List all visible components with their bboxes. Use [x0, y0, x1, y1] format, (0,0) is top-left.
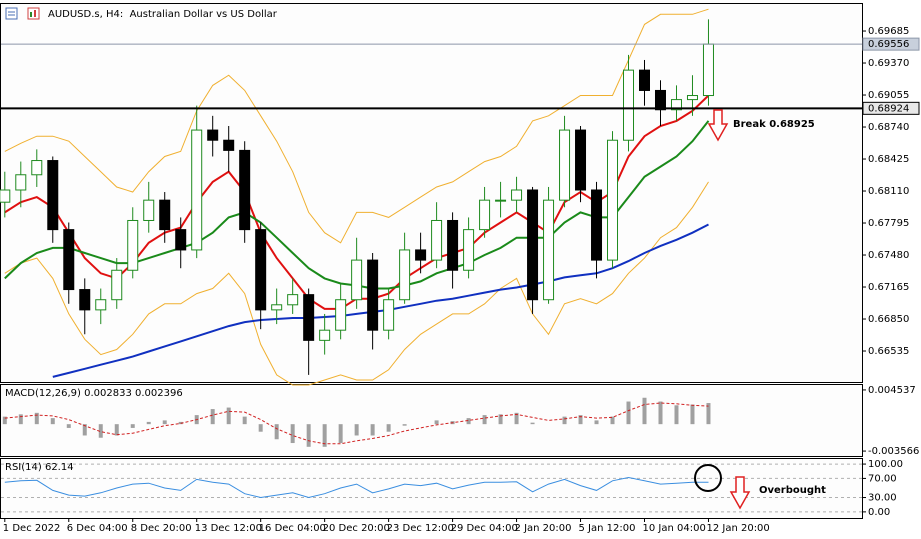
y-tick-label: 0.66535 [868, 346, 909, 357]
candle-body [303, 294, 315, 341]
candle-body [447, 219, 459, 271]
macd-panel [0, 384, 863, 457]
x-tick-label: 16 Dec 04:00 [259, 523, 326, 534]
indicator-line [4, 181, 709, 386]
y-tick-label: 0.69685 [868, 26, 909, 37]
candle-body [431, 219, 443, 261]
candle-body [95, 299, 107, 311]
candle-body [639, 69, 651, 91]
panel-title: RSI(14) 62.14 [5, 462, 74, 473]
y-tick-label: 0.67480 [868, 250, 909, 261]
candle-body [670, 99, 682, 111]
signal-line [4, 402, 709, 445]
x-tick-label: 29 Dec 04:00 [451, 523, 518, 534]
header-icons [5, 7, 40, 20]
down-arrow [729, 476, 751, 510]
candle-body [111, 269, 123, 301]
candle-body [79, 289, 91, 311]
candle-body [591, 189, 603, 261]
candle-body [559, 129, 571, 201]
y-tick-label: -0.003566 [868, 446, 919, 457]
candle-body [575, 129, 587, 191]
candle-body [143, 199, 155, 221]
candle-body [255, 229, 267, 311]
level-label-box [862, 37, 920, 51]
x-tick-label: 1 Dec 2022 [3, 523, 61, 534]
panel-title: MACD(12,26,9) 0.002833 0.002396 [5, 388, 183, 399]
candle-body [15, 174, 27, 191]
y-tick-label: 30.00 [868, 493, 897, 504]
candle-body [479, 199, 491, 231]
candle-body [239, 149, 251, 231]
candle-body [47, 160, 59, 231]
x-tick-label: 10 Jan 04:00 [643, 523, 706, 534]
x-tick-label: 5 Jan 12:00 [579, 523, 636, 534]
x-tick-label: 8 Dec 20:00 [131, 523, 192, 534]
x-tick-label: 13 Dec 12:00 [195, 523, 262, 534]
candle-body [335, 299, 347, 331]
y-tick-label: 0.67165 [868, 282, 909, 293]
price-panel [0, 3, 863, 383]
candle-body [207, 129, 219, 141]
x-tick-label: 12 Jan 20:00 [706, 523, 769, 534]
candle-body [463, 229, 475, 271]
highlight-circle [694, 464, 722, 492]
annotation: Overbought [759, 485, 826, 496]
candle-body [543, 199, 555, 301]
candle-body [159, 199, 171, 231]
indicator-line [52, 223, 709, 378]
candle-body [654, 89, 666, 111]
x-tick-label: 6 Dec 04:00 [67, 523, 128, 534]
candle-body [223, 139, 235, 151]
candle-body [127, 219, 139, 271]
x-tick-label: 23 Dec 12:00 [387, 523, 454, 534]
candle-body [607, 139, 619, 261]
candle-body [399, 249, 411, 301]
candle-body [0, 189, 11, 203]
candle-body [415, 249, 427, 261]
candle-body [702, 43, 714, 97]
candle-body [271, 304, 283, 311]
candle-body [686, 95, 698, 101]
y-tick-label: 0.69055 [868, 90, 909, 101]
x-tick-label: 2 Jan 20:00 [515, 523, 572, 534]
candle-body [351, 259, 363, 301]
y-tick-label: 0.69370 [868, 58, 909, 69]
candle-body [495, 199, 507, 202]
y-tick-label: 0.004537 [868, 385, 916, 396]
level-label-box [862, 101, 920, 115]
candle-body [175, 229, 187, 251]
candle-body [287, 294, 299, 306]
y-tick-label: 0.68740 [868, 122, 909, 133]
candle-body [383, 299, 395, 331]
level-label: 0.69556 [868, 39, 909, 50]
candle-body [191, 129, 203, 251]
y-tick-label: 0.00 [868, 507, 890, 518]
indicator-line [4, 8, 709, 244]
x-tick-label: 20 Dec 20:00 [323, 523, 390, 534]
candle-body [511, 189, 523, 201]
down-arrow [707, 109, 729, 142]
y-tick-label: 0.66850 [868, 314, 909, 325]
y-tick-label: 0.68425 [868, 154, 909, 165]
y-tick-label: 70.00 [868, 473, 897, 484]
candle-body [31, 160, 43, 176]
candle-body [319, 329, 331, 341]
candle-body [527, 189, 539, 301]
rsi-panel [0, 458, 863, 519]
y-tick-label: 0.68110 [868, 186, 909, 197]
y-tick-label: 100.00 [868, 459, 903, 470]
level-label: 0.68924 [868, 103, 909, 114]
annotation: Break 0.68925 [733, 119, 815, 130]
candle-body [63, 229, 75, 291]
candle-body [623, 69, 635, 141]
rsi-line [4, 476, 709, 499]
candle-body [367, 259, 379, 331]
chart-title: AUDUSD.s, H4: Australian Dollar vs US Do… [48, 9, 278, 20]
y-tick-label: 0.67795 [868, 218, 909, 229]
